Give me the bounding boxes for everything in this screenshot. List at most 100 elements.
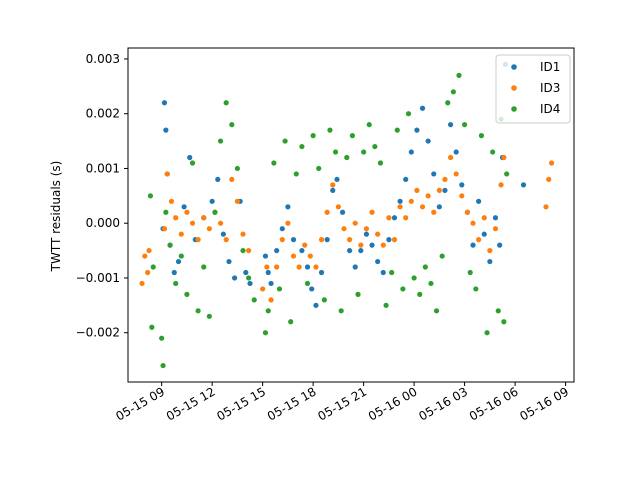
legend-marker — [511, 85, 517, 91]
data-point — [383, 302, 389, 308]
data-point — [504, 171, 510, 177]
data-point — [380, 242, 386, 248]
data-point — [220, 231, 226, 237]
data-point — [377, 160, 384, 166]
data-point — [290, 253, 297, 259]
data-point — [394, 127, 400, 133]
y-tick-label: 0.003 — [86, 52, 120, 66]
data-point — [290, 237, 297, 243]
data-point — [159, 335, 165, 341]
data-point — [167, 242, 173, 248]
data-point — [206, 226, 212, 232]
legend-label: ID3 — [540, 81, 560, 95]
data-point — [318, 269, 325, 276]
data-point — [246, 247, 252, 254]
data-point — [161, 100, 168, 106]
data-point — [470, 242, 476, 248]
data-point — [414, 187, 420, 193]
data-point — [217, 138, 224, 144]
data-point — [184, 209, 190, 215]
data-point — [361, 149, 367, 155]
data-point — [403, 176, 409, 183]
data-point — [358, 242, 364, 248]
data-point — [391, 215, 398, 221]
data-point — [234, 165, 240, 172]
data-point — [299, 247, 305, 254]
data-point — [408, 198, 414, 204]
data-point — [215, 176, 221, 183]
data-point — [332, 149, 339, 155]
data-point — [548, 160, 555, 166]
data-point — [175, 258, 182, 265]
data-point — [459, 193, 465, 199]
data-point — [293, 171, 299, 177]
data-point — [442, 176, 448, 183]
data-point — [321, 297, 327, 303]
data-point — [442, 187, 448, 193]
data-point — [397, 204, 403, 210]
data-point — [375, 258, 381, 265]
data-point — [453, 171, 459, 177]
data-point — [139, 280, 145, 287]
data-point — [173, 280, 179, 287]
data-point — [478, 133, 485, 139]
data-point — [495, 308, 501, 314]
data-point — [164, 171, 170, 177]
data-point — [251, 297, 257, 303]
data-point — [285, 220, 291, 226]
data-point — [462, 122, 468, 128]
data-point — [405, 111, 412, 117]
data-point — [296, 264, 302, 270]
data-point — [240, 231, 246, 237]
data-point — [546, 176, 552, 183]
data-point — [414, 127, 420, 133]
data-point — [476, 237, 482, 243]
data-point — [285, 204, 291, 210]
data-point — [223, 100, 229, 106]
data-point — [352, 264, 358, 270]
y-axis-label: TWTT residuals (s) — [49, 161, 63, 273]
data-point — [417, 291, 423, 297]
legend-marker — [511, 106, 517, 112]
data-point — [397, 198, 403, 204]
data-point — [299, 143, 305, 150]
data-point — [171, 269, 177, 276]
data-point — [391, 237, 398, 243]
data-point — [184, 291, 190, 297]
data-point — [447, 122, 454, 128]
data-point — [229, 122, 235, 128]
data-point — [501, 319, 507, 325]
data-point — [234, 198, 240, 204]
data-point — [304, 264, 311, 270]
data-point — [498, 182, 504, 188]
data-point — [262, 253, 269, 259]
data-point — [262, 330, 269, 336]
data-point — [470, 220, 476, 226]
data-point — [408, 149, 414, 155]
data-point — [487, 258, 493, 265]
data-point — [501, 154, 507, 161]
data-point — [363, 226, 370, 232]
data-point — [246, 275, 252, 281]
data-point — [187, 154, 193, 161]
data-point — [453, 149, 459, 155]
y-tick-label: 0.000 — [86, 216, 120, 230]
data-point — [274, 264, 280, 270]
data-point — [149, 324, 155, 330]
data-point — [209, 198, 215, 204]
data-point — [411, 275, 417, 281]
data-point — [352, 220, 358, 226]
data-point — [195, 308, 201, 314]
data-point — [271, 160, 277, 166]
data-point — [355, 291, 361, 297]
data-point — [279, 226, 285, 232]
data-point — [428, 280, 434, 287]
data-point — [431, 171, 437, 177]
data-point — [212, 209, 218, 215]
points-layer — [139, 61, 555, 369]
data-point — [349, 133, 355, 139]
data-point — [464, 209, 471, 215]
data-point — [389, 269, 395, 276]
data-point — [195, 237, 201, 243]
